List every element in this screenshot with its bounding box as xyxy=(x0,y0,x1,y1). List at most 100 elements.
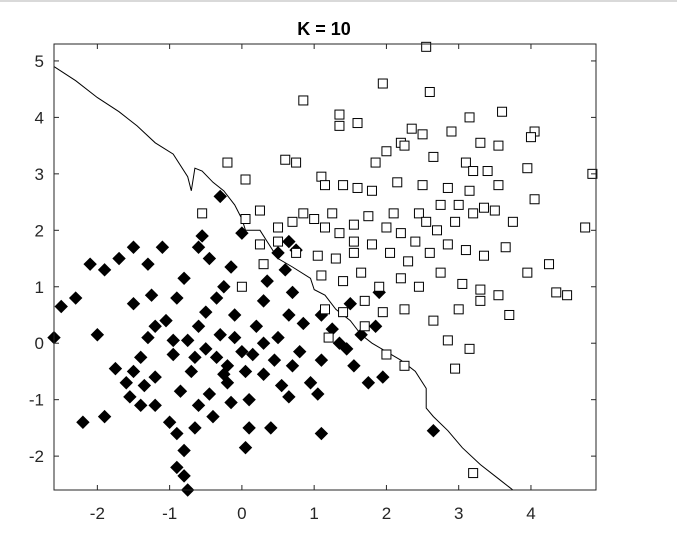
class-1-point xyxy=(298,95,309,106)
class-0-point xyxy=(347,359,361,373)
class-0-point xyxy=(285,359,300,373)
class-0-point xyxy=(97,263,112,277)
class-1-point xyxy=(432,225,443,236)
class-0-point xyxy=(368,319,383,333)
class-1-point xyxy=(359,321,370,332)
class-0-point xyxy=(170,460,184,475)
class-1-point xyxy=(320,180,330,191)
class-0-point xyxy=(235,344,249,359)
class-1-point xyxy=(352,118,363,129)
class-1-point xyxy=(442,335,453,346)
class-1-point xyxy=(399,360,410,371)
class-1-point xyxy=(435,267,446,278)
y-tick-label: 0 xyxy=(35,334,44,353)
class-1-point xyxy=(475,284,486,295)
class-0-point xyxy=(217,280,231,294)
class-0-point xyxy=(296,316,311,331)
class-0-point xyxy=(314,353,329,367)
class-0-point xyxy=(202,251,217,266)
class-0-point xyxy=(195,229,209,243)
class-1-point xyxy=(453,304,464,315)
class-0-point xyxy=(256,336,271,350)
class-0-point xyxy=(339,342,354,356)
class-1-point xyxy=(399,140,410,151)
class-0-point xyxy=(144,288,159,302)
class-1-point xyxy=(254,239,265,250)
x-tick-label: 0 xyxy=(237,504,246,523)
class-1-point xyxy=(468,468,479,479)
class-0-point xyxy=(184,364,199,379)
class-1-point xyxy=(489,205,500,216)
class-0-point xyxy=(126,240,141,254)
class-1-point xyxy=(330,253,341,264)
x-tick-label: 4 xyxy=(526,504,535,523)
class-1-point xyxy=(370,157,381,168)
class-1-point xyxy=(197,208,208,219)
class-0-point xyxy=(224,260,238,274)
class-1-point xyxy=(522,267,533,278)
class-0-point xyxy=(134,350,148,365)
class-0-point xyxy=(343,296,358,311)
class-0-point xyxy=(177,443,191,458)
class-1-point xyxy=(338,276,349,287)
class-1-point xyxy=(478,250,489,261)
class-1-point xyxy=(338,180,349,191)
class-1-point xyxy=(222,157,233,168)
class-1-point xyxy=(377,78,388,89)
class-0-point xyxy=(376,370,390,384)
x-tick-label: 1 xyxy=(309,504,318,523)
class-1-point xyxy=(413,281,424,292)
class-1-point xyxy=(450,363,461,374)
class-0-point xyxy=(170,426,184,441)
class-0-point xyxy=(173,384,188,398)
class-1-point xyxy=(580,222,591,233)
class-1-point xyxy=(410,236,421,247)
class-0-point xyxy=(238,440,253,455)
class-1-point xyxy=(442,182,453,193)
class-0-point xyxy=(278,263,292,277)
y-tick-label: 5 xyxy=(35,52,44,71)
class-1-point xyxy=(258,259,269,270)
class-0-point xyxy=(311,387,325,401)
class-0-point xyxy=(224,395,238,410)
class-1-point xyxy=(406,123,417,134)
class-1-point xyxy=(323,332,334,343)
class-0-point xyxy=(119,376,133,390)
class-1-point xyxy=(562,290,573,301)
class-0-point xyxy=(202,387,217,401)
class-1-point xyxy=(366,185,377,196)
class-1-point xyxy=(316,171,327,182)
class-1-point xyxy=(291,157,302,168)
class-0-point xyxy=(213,328,227,342)
class-1-point xyxy=(287,216,298,227)
class-1-point xyxy=(493,290,504,301)
class-0-point xyxy=(292,344,307,359)
class-0-point xyxy=(209,291,224,305)
y-tick-label: 3 xyxy=(35,165,44,184)
class-1-point xyxy=(544,259,555,270)
class-0-point xyxy=(141,330,155,345)
class-0-point xyxy=(303,376,318,390)
y-tick-label: 2 xyxy=(35,221,44,240)
class-1-point xyxy=(457,278,468,289)
class-1-point xyxy=(392,177,403,188)
class-1-point xyxy=(421,41,432,52)
class-1-point xyxy=(493,140,504,151)
class-0-point xyxy=(256,294,271,308)
class-1-point xyxy=(453,199,464,210)
decision-boundary-line xyxy=(53,66,514,491)
class-1-point xyxy=(334,109,345,120)
class-0-point xyxy=(267,353,282,367)
class-0-point xyxy=(148,319,162,333)
class-0-point xyxy=(285,285,300,300)
class-1-point xyxy=(468,208,479,219)
class-1-point xyxy=(316,270,327,281)
class-1-point xyxy=(236,281,247,292)
class-1-point xyxy=(424,247,435,258)
class-0-point xyxy=(361,376,376,390)
class-0-point xyxy=(166,333,180,348)
class-0-point xyxy=(155,240,170,254)
class-0-point xyxy=(199,305,213,319)
class-0-point xyxy=(162,415,177,429)
class-1-point xyxy=(352,182,363,193)
